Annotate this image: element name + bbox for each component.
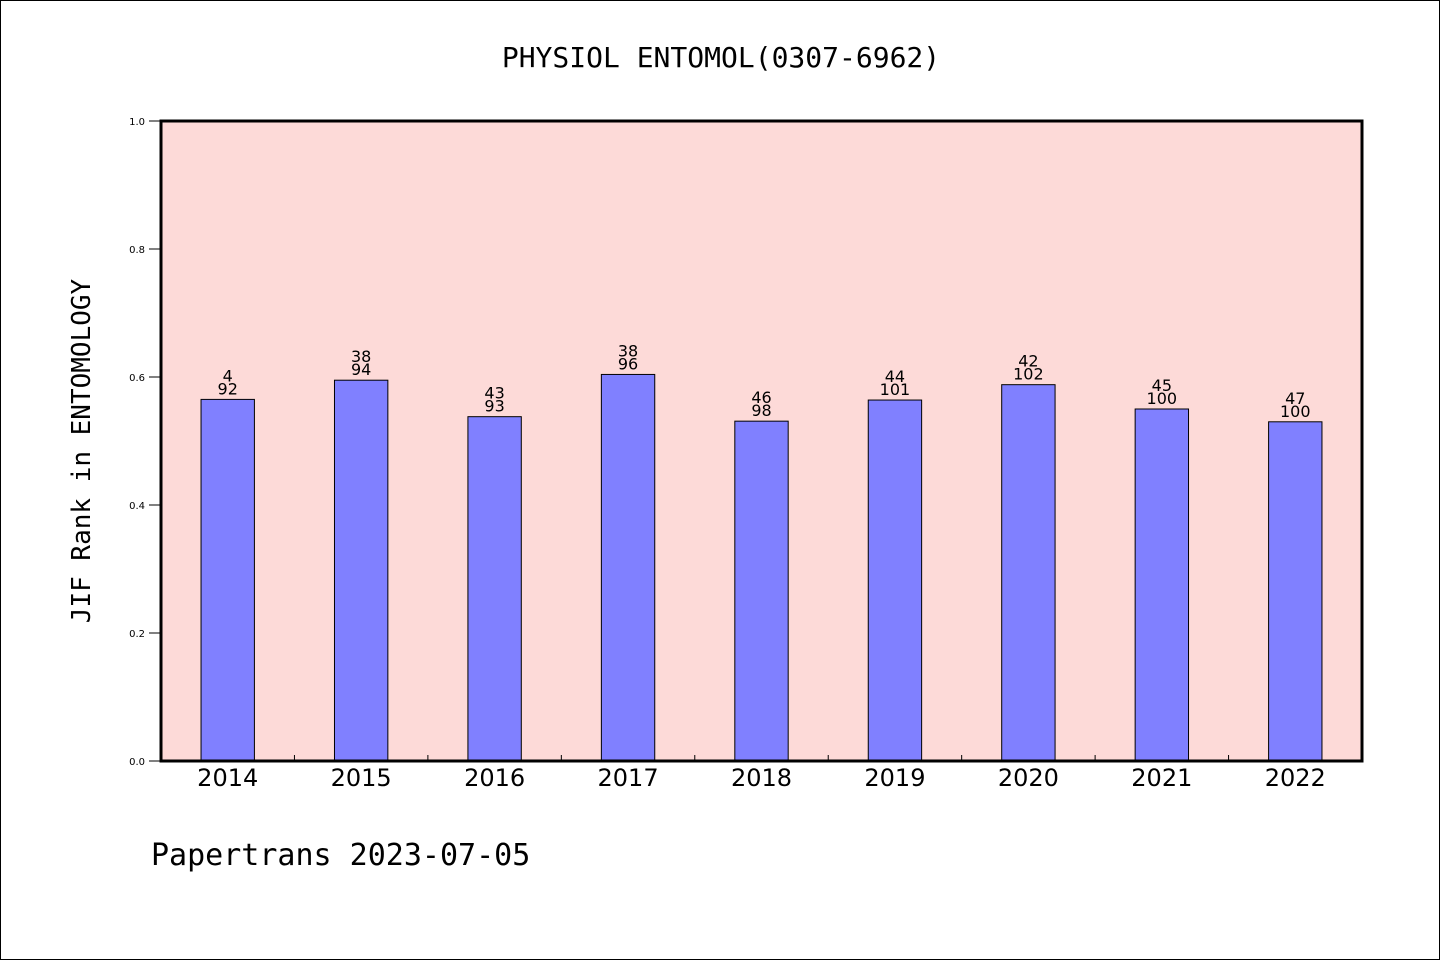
x-tick-label-2022: 2022 xyxy=(1265,764,1326,792)
bar-label-bottom-2022: 100 xyxy=(1280,402,1311,421)
bar-label-bottom-2017: 96 xyxy=(618,354,638,373)
y-tick-label-0.4: 0.4 xyxy=(129,501,145,512)
x-tick-label-2017: 2017 xyxy=(598,764,659,792)
bar-label-top-2016: 43 xyxy=(484,384,504,403)
bar-2021 xyxy=(1134,408,1190,762)
plot-border xyxy=(159,119,1364,763)
bars-layer xyxy=(200,373,1323,762)
bar-label-bottom-2021: 100 xyxy=(1147,389,1178,408)
bar-label-top-2018: 46 xyxy=(751,388,771,407)
bar-label-top-2022: 47 xyxy=(1285,389,1305,408)
x-tick-label-2021: 2021 xyxy=(1131,764,1192,792)
bar-label-top-2021: 45 xyxy=(1152,376,1172,395)
bar-2015 xyxy=(333,379,389,762)
bar-label-bottom-2016: 93 xyxy=(484,397,504,416)
bar-2016 xyxy=(467,416,522,762)
bar-2014 xyxy=(200,398,255,762)
bar-label-top-2019: 44 xyxy=(885,367,905,386)
y-axis-ticks: 0.0 0.2 0.4 0.6 0.8 1.0 xyxy=(129,117,161,768)
bar-label-top-2020: 42 xyxy=(1018,352,1038,371)
x-tick-label-2014: 2014 xyxy=(197,764,258,792)
x-tick-label-2019: 2019 xyxy=(864,764,925,792)
x-axis-ticks: 2014 2015 2016 2017 2018 2019 2020 2021 2022 xyxy=(197,755,1326,792)
bar-2017 xyxy=(600,373,656,762)
bar-2020 xyxy=(1001,384,1056,762)
y-tick-label-0.6: 0.6 xyxy=(129,373,145,384)
bar-label-bottom-2019: 101 xyxy=(880,380,911,399)
chart-title: PHYSIOL ENTOMOL(0307-6962) xyxy=(502,41,940,74)
bar-label-bottom-2020: 102 xyxy=(1013,365,1044,384)
bar-2018 xyxy=(734,420,789,762)
x-tick-label-2015: 2015 xyxy=(331,764,392,792)
bar-label-top-2015: 38 xyxy=(351,347,371,366)
bar-label-top-2014: 4 xyxy=(223,366,233,385)
y-tick-label-1.0: 1.0 xyxy=(129,117,145,128)
x-tick-label-2018: 2018 xyxy=(731,764,792,792)
bar-label-top-2017: 38 xyxy=(618,341,638,360)
bar-label-bottom-2015: 94 xyxy=(351,360,371,379)
bar-label-bottom-2018: 98 xyxy=(751,401,771,420)
y-axis-label: JIF Rank in ENTOMOLOGY xyxy=(67,278,97,623)
footer-credit: Papertrans 2023-07-05 xyxy=(151,838,530,873)
bar-2019 xyxy=(867,399,923,762)
bar-2022 xyxy=(1268,421,1323,762)
x-tick-label-2016: 2016 xyxy=(464,764,525,792)
y-tick-label-0.0: 0.0 xyxy=(129,757,145,768)
y-tick-label-0.8: 0.8 xyxy=(129,245,145,256)
y-tick-label-0.2: 0.2 xyxy=(129,629,145,640)
bar-label-bottom-2014: 92 xyxy=(218,379,238,398)
x-tick-label-2020: 2020 xyxy=(998,764,1059,792)
